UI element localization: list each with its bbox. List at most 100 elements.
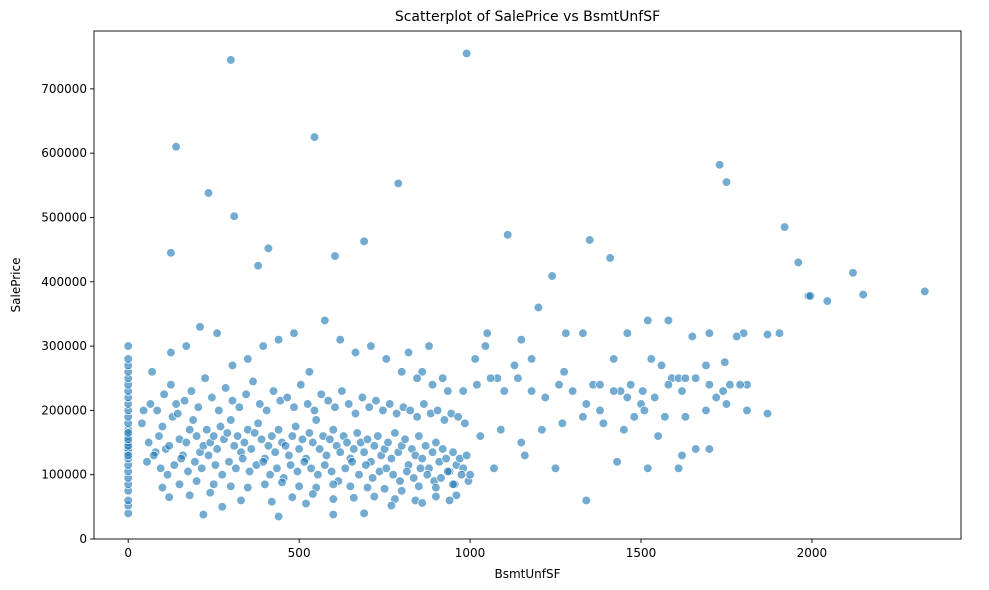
data-point <box>619 425 629 435</box>
data-point <box>643 463 653 473</box>
data-point <box>420 441 431 451</box>
data-point <box>164 441 174 451</box>
data-point <box>626 380 636 390</box>
data-point <box>273 511 284 522</box>
data-point <box>313 470 323 480</box>
data-point <box>431 491 441 502</box>
data-point <box>622 392 632 403</box>
data-point <box>162 470 173 480</box>
x-tick-label: 1000 <box>455 546 486 560</box>
data-point <box>448 447 458 457</box>
data-point <box>185 425 195 435</box>
data-point <box>282 392 292 403</box>
data-point <box>402 466 412 477</box>
data-point <box>142 457 152 467</box>
data-point <box>325 434 335 444</box>
data-point <box>656 360 667 371</box>
data-point <box>154 431 164 441</box>
data-point <box>461 48 472 59</box>
data-point <box>578 328 588 338</box>
data-point <box>701 405 711 416</box>
data-point <box>561 328 571 338</box>
data-point <box>735 380 745 390</box>
data-point <box>191 476 202 486</box>
data-point <box>397 367 407 377</box>
data-point <box>714 160 725 170</box>
data-point <box>267 431 277 441</box>
data-point <box>369 491 379 502</box>
data-point <box>598 418 609 428</box>
data-point <box>258 457 268 467</box>
chart-title: Scatterplot of SalePrice vs BsmtUnfSF <box>395 9 660 25</box>
data-point <box>386 453 397 464</box>
data-point <box>342 437 352 448</box>
data-point <box>516 437 526 448</box>
data-point <box>220 383 231 393</box>
data-point <box>417 453 427 464</box>
data-point <box>622 328 632 338</box>
y-tick-label: 0 <box>79 532 87 546</box>
data-point <box>822 296 832 306</box>
data-point <box>200 373 210 383</box>
data-point <box>261 405 272 416</box>
data-point <box>448 479 458 489</box>
data-point <box>203 188 214 198</box>
data-point <box>229 441 239 451</box>
data-point <box>704 444 715 454</box>
data-point <box>316 389 326 399</box>
data-point <box>149 450 159 461</box>
data-point <box>258 341 268 351</box>
data-point <box>367 473 378 483</box>
data-point <box>405 405 415 416</box>
data-point <box>371 396 381 406</box>
x-tick-label: 1500 <box>626 546 657 560</box>
x-tick-label: 500 <box>288 546 311 560</box>
data-point <box>241 389 251 399</box>
data-point <box>359 447 369 457</box>
data-point <box>212 444 222 454</box>
data-point <box>229 211 239 221</box>
data-point <box>255 399 265 409</box>
data-point <box>646 354 656 364</box>
data-point <box>301 498 311 509</box>
data-point <box>581 399 591 409</box>
data-point <box>238 453 248 464</box>
data-point <box>174 479 185 489</box>
data-point <box>417 498 427 508</box>
data-point <box>345 481 356 491</box>
data-point <box>147 367 157 377</box>
data-point <box>137 418 147 428</box>
data-point <box>721 177 732 187</box>
data-point <box>419 399 429 409</box>
data-point <box>166 347 176 358</box>
data-point <box>439 415 450 425</box>
data-point <box>250 428 260 438</box>
data-point <box>287 492 297 502</box>
data-point <box>173 408 183 419</box>
data-point <box>227 360 238 371</box>
data-point <box>217 470 227 480</box>
data-point <box>554 380 564 390</box>
data-point <box>489 463 499 473</box>
data-point <box>308 437 318 448</box>
data-point <box>335 447 345 457</box>
data-point <box>209 431 219 441</box>
data-point <box>443 466 453 477</box>
data-point <box>779 222 790 232</box>
data-point <box>663 380 674 390</box>
data-point <box>198 509 209 520</box>
data-point <box>482 328 492 338</box>
data-point <box>427 447 438 457</box>
data-point <box>157 421 168 432</box>
data-point <box>557 418 568 428</box>
data-point <box>379 484 390 494</box>
data-point <box>701 360 711 371</box>
data-point <box>328 509 338 520</box>
data-point <box>311 415 321 425</box>
data-point <box>340 463 350 473</box>
data-point <box>123 495 133 506</box>
data-point <box>485 373 496 383</box>
data-point <box>323 396 333 406</box>
data-point <box>292 466 303 477</box>
data-point <box>217 502 227 512</box>
